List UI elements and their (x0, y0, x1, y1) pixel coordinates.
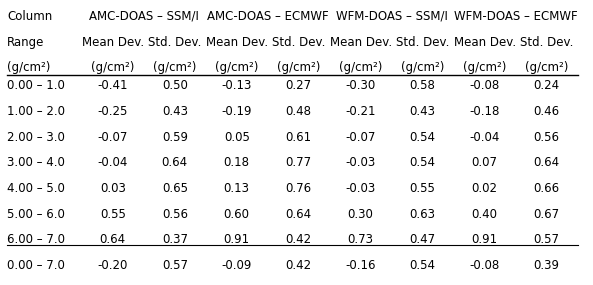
Text: 0.77: 0.77 (286, 156, 312, 169)
Text: Std. Dev.: Std. Dev. (396, 36, 449, 48)
Text: (g/cm²): (g/cm²) (525, 61, 568, 74)
Text: 0.30: 0.30 (347, 207, 374, 221)
Text: 0.43: 0.43 (162, 105, 188, 118)
Text: 0.58: 0.58 (410, 79, 435, 92)
Text: Column: Column (7, 10, 52, 23)
Text: -0.08: -0.08 (470, 79, 500, 92)
Text: 0.00 – 7.0: 0.00 – 7.0 (7, 259, 65, 272)
Text: (g/cm²): (g/cm²) (339, 61, 382, 74)
Text: 0.07: 0.07 (471, 156, 498, 169)
Text: -0.20: -0.20 (98, 259, 128, 272)
Text: (g/cm²): (g/cm²) (7, 61, 50, 74)
Text: 0.56: 0.56 (534, 131, 560, 144)
Text: 0.57: 0.57 (534, 233, 560, 246)
Text: 0.64: 0.64 (100, 233, 126, 246)
Text: 0.59: 0.59 (162, 131, 188, 144)
Text: 3.00 – 4.0: 3.00 – 4.0 (7, 156, 65, 169)
Text: 0.00 – 1.0: 0.00 – 1.0 (7, 79, 65, 92)
Text: 5.00 – 6.0: 5.00 – 6.0 (7, 207, 65, 221)
Text: 4.00 – 5.0: 4.00 – 5.0 (7, 182, 65, 195)
Text: -0.03: -0.03 (346, 156, 376, 169)
Text: 0.37: 0.37 (162, 233, 188, 246)
Text: -0.07: -0.07 (98, 131, 128, 144)
Text: 0.40: 0.40 (471, 207, 498, 221)
Text: 0.55: 0.55 (100, 207, 126, 221)
Text: (g/cm²): (g/cm²) (277, 61, 320, 74)
Text: 0.54: 0.54 (410, 131, 436, 144)
Text: 0.64: 0.64 (534, 156, 560, 169)
Text: -0.08: -0.08 (470, 259, 500, 272)
Text: -0.04: -0.04 (98, 156, 128, 169)
Text: 0.46: 0.46 (534, 105, 560, 118)
Text: 0.03: 0.03 (100, 182, 126, 195)
Text: Std. Dev.: Std. Dev. (148, 36, 202, 48)
Text: 6.00 – 7.0: 6.00 – 7.0 (7, 233, 65, 246)
Text: -0.07: -0.07 (346, 131, 376, 144)
Text: AMC-DOAS – ECMWF: AMC-DOAS – ECMWF (207, 10, 329, 23)
Text: -0.21: -0.21 (345, 105, 376, 118)
Text: 0.61: 0.61 (286, 131, 312, 144)
Text: Std. Dev.: Std. Dev. (272, 36, 326, 48)
Text: 0.02: 0.02 (471, 182, 498, 195)
Text: 0.56: 0.56 (162, 207, 188, 221)
Text: 2.00 – 3.0: 2.00 – 3.0 (7, 131, 65, 144)
Text: 0.42: 0.42 (286, 259, 312, 272)
Text: Std. Dev.: Std. Dev. (520, 36, 573, 48)
Text: WFM-DOAS – SSM/I: WFM-DOAS – SSM/I (336, 10, 448, 23)
Text: Mean Dev.: Mean Dev. (454, 36, 516, 48)
Text: Mean Dev.: Mean Dev. (206, 36, 268, 48)
Text: 0.42: 0.42 (286, 233, 312, 246)
Text: WFM-DOAS – ECMWF: WFM-DOAS – ECMWF (454, 10, 578, 23)
Text: 0.48: 0.48 (286, 105, 312, 118)
Text: 0.91: 0.91 (224, 233, 250, 246)
Text: 0.76: 0.76 (286, 182, 312, 195)
Text: 0.43: 0.43 (410, 105, 436, 118)
Text: 0.54: 0.54 (410, 259, 436, 272)
Text: 0.24: 0.24 (534, 79, 560, 92)
Text: -0.41: -0.41 (97, 79, 128, 92)
Text: 0.66: 0.66 (534, 182, 560, 195)
Text: 0.64: 0.64 (162, 156, 188, 169)
Text: (g/cm²): (g/cm²) (215, 61, 259, 74)
Text: -0.04: -0.04 (470, 131, 500, 144)
Text: (g/cm²): (g/cm²) (401, 61, 444, 74)
Text: 0.55: 0.55 (410, 182, 435, 195)
Text: -0.09: -0.09 (222, 259, 252, 272)
Text: 0.60: 0.60 (224, 207, 250, 221)
Text: -0.16: -0.16 (345, 259, 376, 272)
Text: Range: Range (7, 36, 44, 48)
Text: 0.64: 0.64 (286, 207, 312, 221)
Text: 0.65: 0.65 (162, 182, 188, 195)
Text: -0.03: -0.03 (346, 182, 376, 195)
Text: AMC-DOAS – SSM/I: AMC-DOAS – SSM/I (89, 10, 199, 23)
Text: 0.47: 0.47 (410, 233, 436, 246)
Text: 0.91: 0.91 (471, 233, 498, 246)
Text: -0.19: -0.19 (221, 105, 252, 118)
Text: 1.00 – 2.0: 1.00 – 2.0 (7, 105, 65, 118)
Text: 0.05: 0.05 (224, 131, 250, 144)
Text: 0.63: 0.63 (410, 207, 436, 221)
Text: 0.39: 0.39 (534, 259, 560, 272)
Text: 0.50: 0.50 (162, 79, 188, 92)
Text: 0.27: 0.27 (286, 79, 312, 92)
Text: 0.57: 0.57 (162, 259, 188, 272)
Text: -0.13: -0.13 (222, 79, 252, 92)
Text: Mean Dev.: Mean Dev. (82, 36, 144, 48)
Text: -0.18: -0.18 (470, 105, 500, 118)
Text: 0.67: 0.67 (534, 207, 560, 221)
Text: -0.30: -0.30 (346, 79, 376, 92)
Text: Mean Dev.: Mean Dev. (330, 36, 392, 48)
Text: 0.18: 0.18 (224, 156, 250, 169)
Text: (g/cm²): (g/cm²) (153, 61, 196, 74)
Text: (g/cm²): (g/cm²) (91, 61, 135, 74)
Text: -0.25: -0.25 (98, 105, 128, 118)
Text: 0.54: 0.54 (410, 156, 436, 169)
Text: 0.13: 0.13 (224, 182, 250, 195)
Text: 0.73: 0.73 (347, 233, 374, 246)
Text: (g/cm²): (g/cm²) (463, 61, 506, 74)
